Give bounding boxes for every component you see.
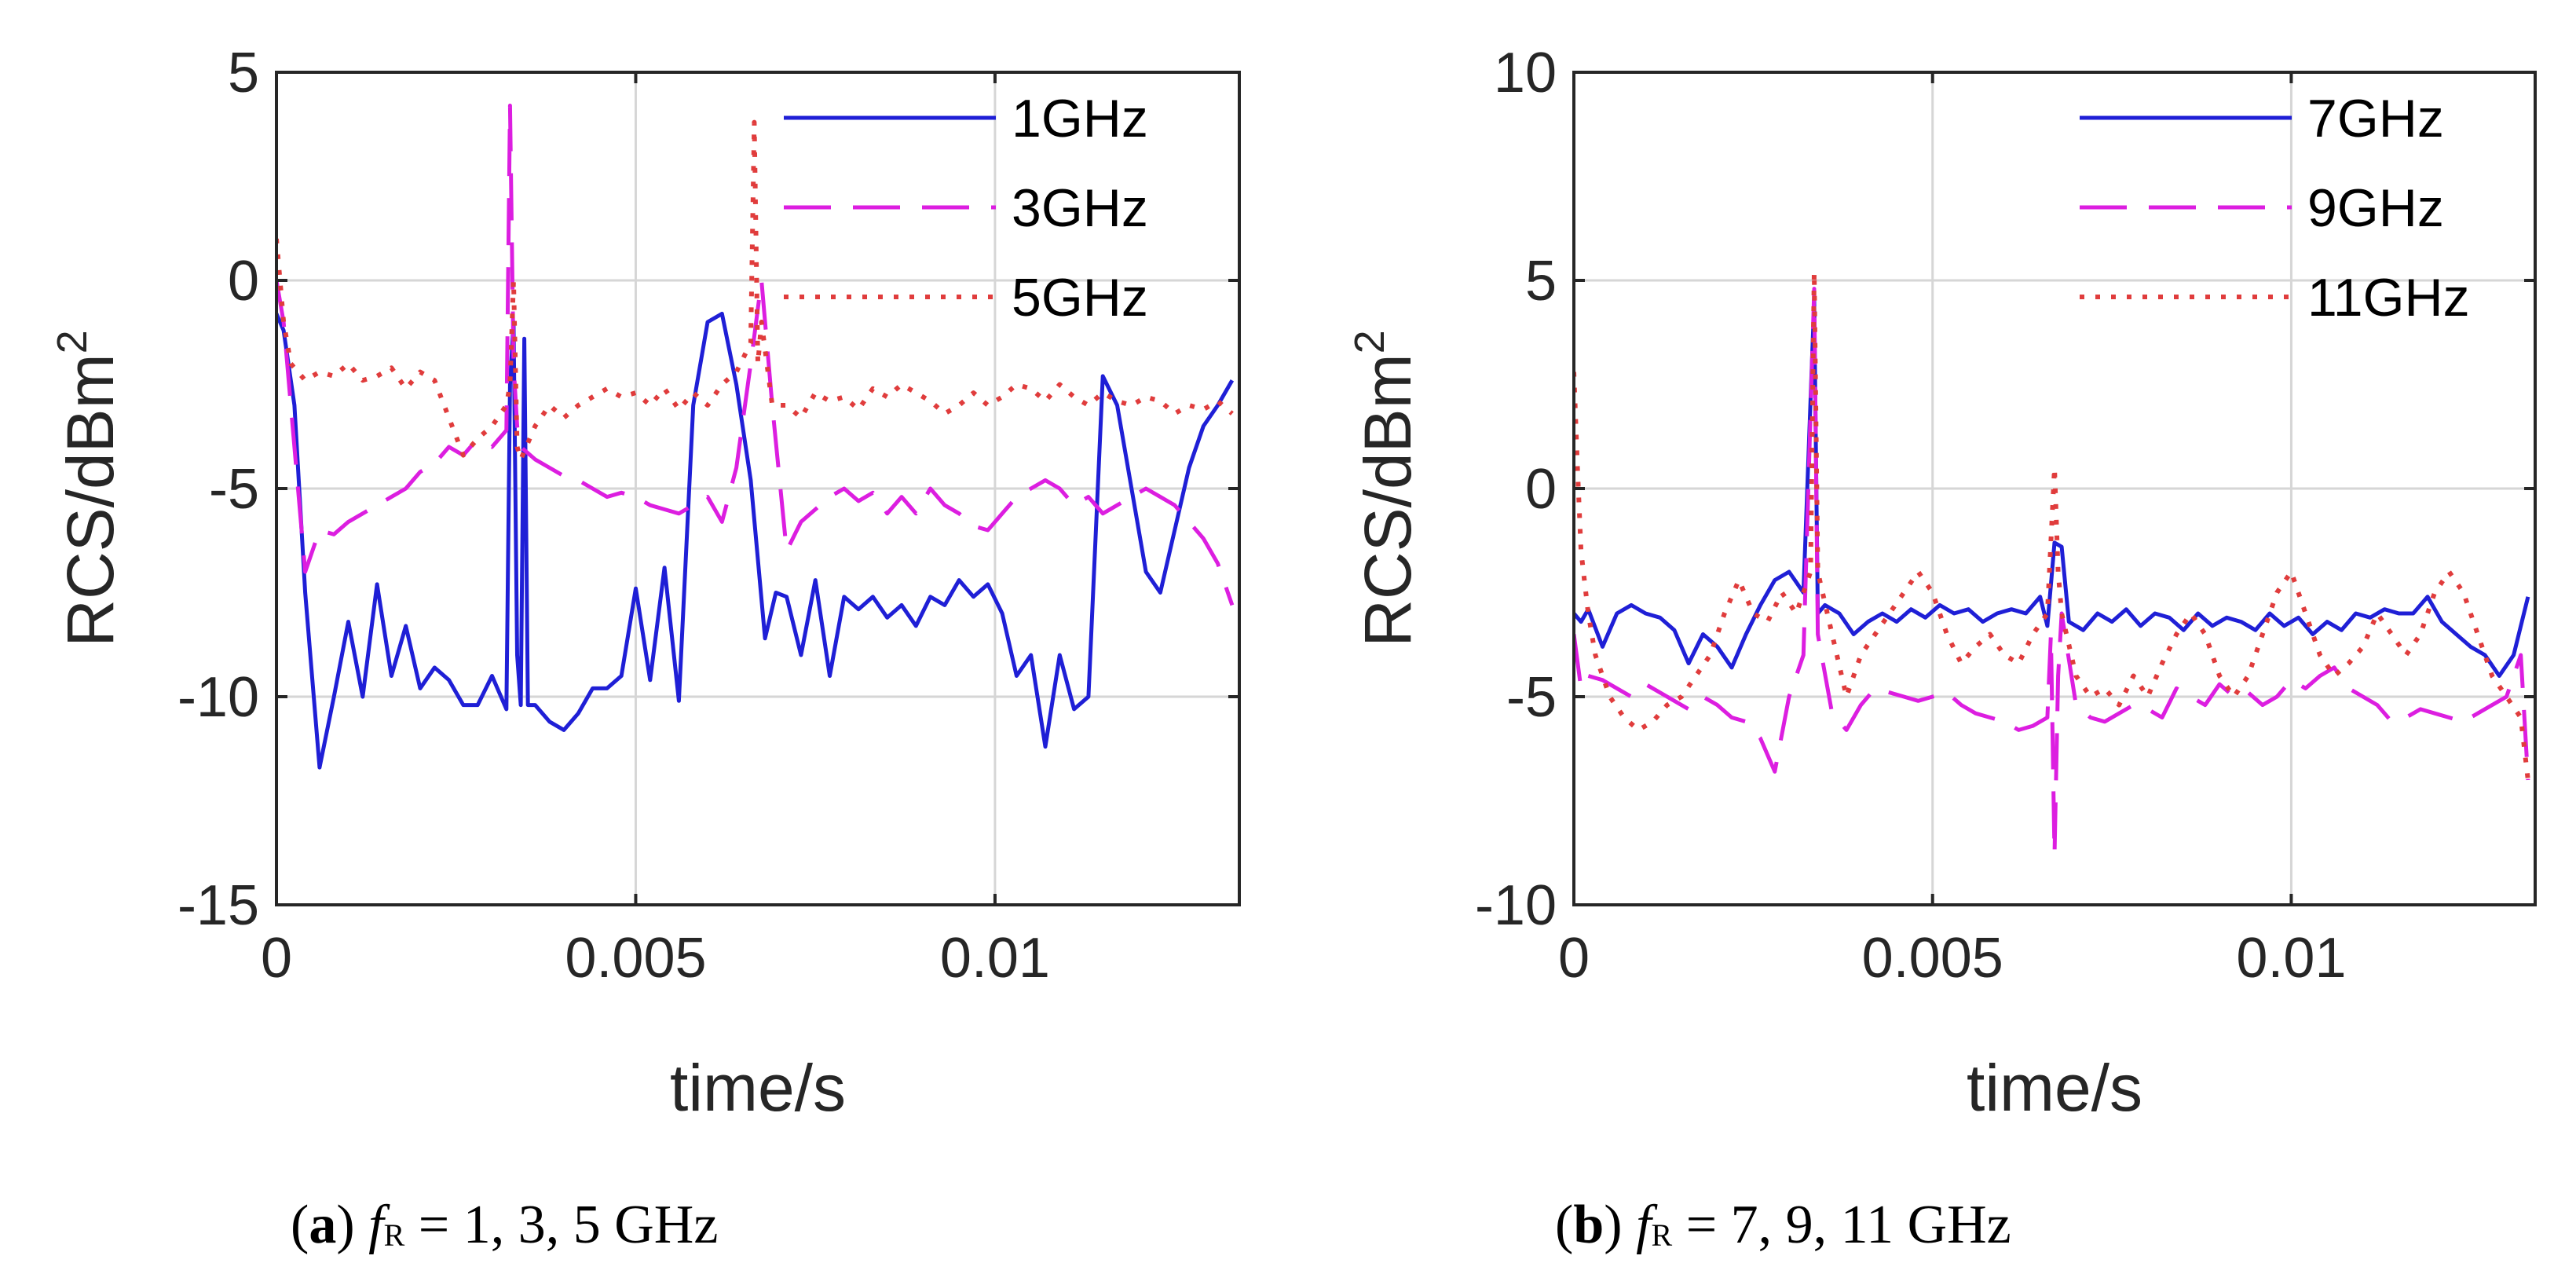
caption-a-label: a: [309, 1195, 337, 1255]
y-axis-label-superscript: 2: [49, 330, 96, 353]
series-line-1GHz: [276, 311, 1235, 770]
y-tick-label: -5: [209, 458, 259, 521]
legend-label: 7GHz: [2307, 89, 2444, 148]
series-line-11GHz: [1574, 269, 2530, 781]
series-line-3GHz: [276, 103, 1235, 606]
y-tick-label: 10: [1494, 42, 1557, 104]
y-axis-label-superscript: 2: [1346, 330, 1393, 353]
y-tick-label: -10: [177, 666, 259, 729]
y-axis-label: RCS/dBm2: [49, 330, 127, 646]
y-tick-label: 5: [228, 42, 259, 104]
series-line-7GHz: [1574, 299, 2530, 678]
y-tick-label: 5: [1525, 250, 1557, 313]
series-line-9GHz: [1574, 287, 2530, 857]
legend-label: 9GHz: [2307, 178, 2444, 238]
chart-panel-b: 0 0.005 0.01 -10 -5 0 5 10 time/s RCS/dBm2 7GHz 9GH…: [1346, 42, 2537, 1125]
x-axis-label: time/s: [1967, 1051, 2142, 1125]
x-tick-label: 0.01: [2236, 927, 2346, 990]
y-tick-label: 0: [228, 250, 259, 313]
legend-label: 3GHz: [1012, 178, 1148, 238]
y-tick-label: -5: [1506, 666, 1557, 729]
x-tick-label: 0: [261, 927, 292, 990]
y-axis-label-text: RCS/dBm: [53, 353, 127, 646]
legend-label: 5GHz: [1012, 268, 1148, 328]
legend-label: 11GHz: [2307, 268, 2470, 328]
caption-b-label: b: [1573, 1195, 1605, 1255]
x-axis-label: time/s: [670, 1051, 846, 1125]
y-tick-label: -15: [177, 874, 259, 937]
x-tick-label: 0.01: [940, 927, 1050, 990]
chart-panel-a: 0 0.005 0.01 -15 -10 -5 0 5 time/s RCS/dBm2 1GHz 3G…: [49, 42, 1241, 1125]
y-tick-label: -10: [1475, 874, 1557, 937]
x-tick-label: 0.005: [1862, 927, 2003, 990]
series-line-5GHz: [276, 119, 1234, 462]
caption-a: (a) fR = 1, 3, 5 GHz: [291, 1195, 719, 1255]
legend-label: 1GHz: [1012, 89, 1148, 148]
y-axis-label-text: RCS/dBm: [1351, 353, 1425, 646]
y-axis-label: RCS/dBm2: [1346, 330, 1425, 646]
x-tick-label: 0: [1558, 927, 1590, 990]
y-tick-label: 0: [1525, 458, 1557, 521]
x-tick-label: 0.005: [565, 927, 706, 990]
caption-b: (b) fR = 7, 9, 11 GHz: [1555, 1195, 2011, 1255]
